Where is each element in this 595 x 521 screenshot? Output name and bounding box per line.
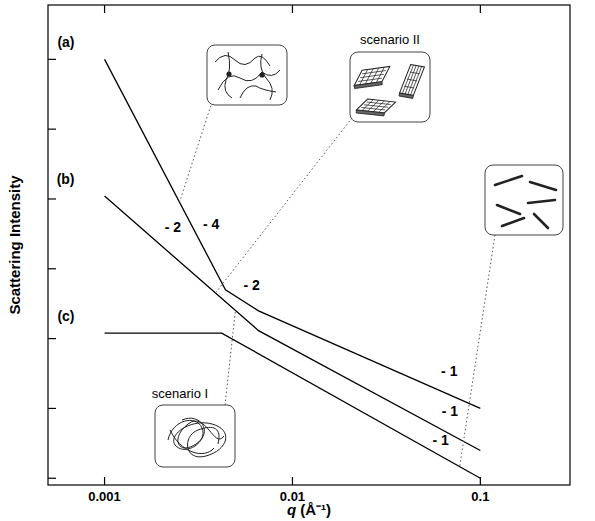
y-tick [48,338,56,339]
icon-plate-line [407,79,417,81]
series-label: (a) [57,34,74,50]
inset-coil [155,405,235,467]
icon-plate [356,98,395,117]
slope-label: - 1 [442,403,459,419]
x-tick-label: 0.1 [471,489,489,504]
icon-rod [502,218,524,226]
icon-stroke [225,52,232,98]
icon-plate [399,63,424,99]
icon-plate-line [405,64,416,95]
icon-plate-line [358,70,370,85]
icon-plate-face [400,63,425,96]
icon-plate-line [402,64,413,95]
icon-crosslink [259,72,264,77]
icon-rod [495,176,522,185]
leader-line [180,102,212,202]
icon-stroke [178,418,224,448]
chart-svg: 0.0010.010.1q (Å⁻¹)Scattering Intensity(… [0,0,595,521]
series-label: (c) [57,308,74,324]
series-line [105,333,481,478]
plot-frame [48,5,570,485]
icon-plate-line [374,67,386,82]
icon-plate-line [379,100,390,113]
leader-line [460,235,495,467]
icon-stroke [240,86,276,98]
slope-label: - 2 [165,219,182,235]
chart-root: 0.0010.010.1q (Å⁻¹)Scattering Intensity(… [0,0,595,521]
icon-rod [530,182,556,190]
icon-plate-line [368,99,379,112]
y-tick [48,408,56,409]
icon-crosslink [226,71,231,76]
y-tick [48,59,56,60]
x-tick [104,477,105,485]
series-label: (b) [57,171,75,187]
annotation: scenario II [360,32,420,47]
x-tick [292,477,293,485]
y-tick [48,129,56,130]
x-tick-top [104,5,105,13]
y-tick [48,198,56,199]
icon-rod [497,205,520,214]
icon-plate-line [373,100,384,113]
x-tick-top [480,5,481,13]
x-tick-top [292,5,293,13]
icon-stroke [170,430,214,454]
slope-label: - 4 [203,216,220,232]
annotation: scenario I [152,386,208,401]
icon-plate-line [363,69,375,84]
icon-plate [352,66,392,88]
icon-plate-line [411,65,422,96]
inset-rods [485,165,563,235]
icon-plate-line [404,86,414,88]
x-axis-title-symbol: q [287,501,296,518]
y-tick [48,478,56,479]
leader-line [215,118,352,293]
slope-label: - 1 [441,363,458,379]
inset-plates [350,52,430,122]
x-axis-title: q (Å⁻¹) [287,501,331,518]
y-tick [48,268,56,269]
icon-plate-line [362,99,373,112]
icon-rod [534,214,548,228]
slope-label: - 2 [243,277,260,293]
icon-plate-line [369,68,381,83]
icon-plate-line [410,72,420,74]
icon-rod [528,200,555,203]
icon-plate-line [408,65,419,96]
icon-plate-edge [354,82,382,89]
inset-network [207,45,287,105]
y-axis-title: Scattering Intensity [6,175,23,315]
leader-line [225,310,235,405]
x-tick-label: 0.001 [88,489,121,504]
slope-label: - 1 [432,432,449,448]
x-axis-title-unit: (Å⁻¹) [296,501,331,518]
